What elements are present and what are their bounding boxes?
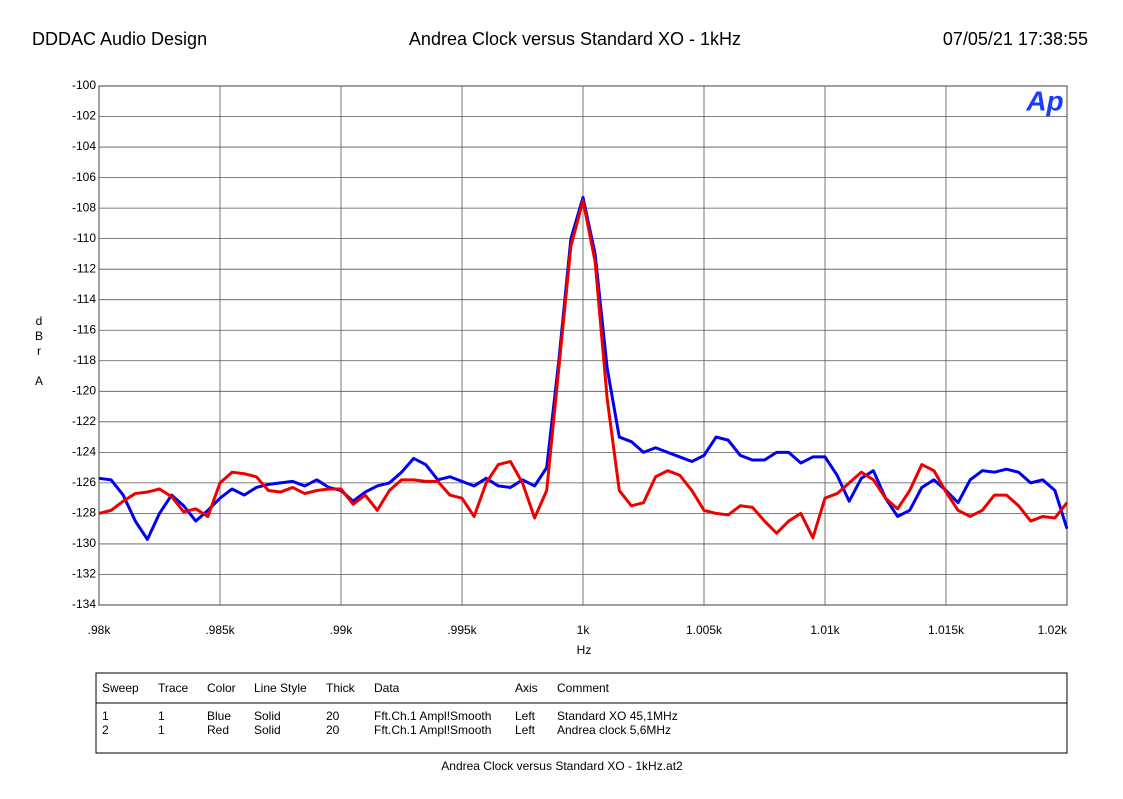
legend-cell: Left [515,723,536,737]
y-tick-label: -122 [72,414,96,428]
date: 07/05/21 17:38:55 [943,29,1088,49]
legend-header: Axis [515,681,538,695]
x-tick-label: 1.01k [810,623,840,637]
y-tick-label: -126 [72,475,96,489]
chart-title: Andrea Clock versus Standard XO - 1kHz [409,29,741,49]
legend-cell: Red [207,723,229,737]
y-tick-label: -100 [72,78,96,92]
legend-box [95,672,1068,754]
x-tick-label: 1.015k [928,623,965,637]
legend-cell: 20 [326,723,340,737]
y-tick-label: -124 [72,445,96,459]
y-tick-label: -112 [73,261,96,275]
y-tick-label: -130 [72,536,96,550]
y-tick-label: -108 [72,200,96,214]
y-tick-label: -118 [73,353,96,367]
x-tick-label: 1.02k [1038,623,1068,637]
legend-cell: 1 [158,709,165,723]
series-line [98,198,1069,540]
series-line [98,195,1069,541]
legend-cell: Solid [254,709,281,723]
x-tick-label: .985k [205,623,235,637]
legend-header: Thick [326,681,356,695]
legend-cell: Standard XO 45,1MHz [557,709,678,723]
legend-cell: Fft.Ch.1 Ampl!Smooth [374,709,491,723]
logo: Ap [1025,85,1063,116]
y-tick-label: -134 [72,597,96,611]
legend-cell: 20 [326,709,340,723]
legend-header: Sweep [102,681,139,695]
legend-cell: Andrea clock 5,6MHz [557,723,671,737]
legend-header: Comment [557,681,610,695]
legend-header: Color [207,681,236,695]
x-axis-label: Hz [577,643,592,657]
y-tick-label: -128 [72,506,96,520]
legend-cell: 1 [102,709,109,723]
y-tick-label: -110 [73,231,96,245]
x-tick-label: 1.005k [686,623,723,637]
legend-cell: Fft.Ch.1 Ampl!Smooth [374,723,491,737]
legend-cell: 1 [158,723,165,737]
y-tick-label: -104 [72,139,96,153]
legend-header: Line Style [254,681,307,695]
x-tick-label: .98k [88,623,112,637]
y-tick-label: -120 [72,383,96,397]
y-tick-label: -132 [72,567,96,581]
y-tick-label: -106 [72,170,96,184]
legend-cell: Blue [207,709,231,723]
legend-cell: Solid [254,723,281,737]
y-tick-label: -114 [73,292,96,306]
y-tick-label: -102 [72,109,96,123]
x-tick-label: 1k [577,623,591,637]
legend-cell: 2 [102,723,109,737]
legend-cell: Left [515,709,536,723]
y-tick-label: -116 [73,322,96,336]
company: DDDAC Audio Design [32,29,207,49]
x-tick-label: .995k [447,623,477,637]
x-tick-label: .99k [330,623,354,637]
footer: Andrea Clock versus Standard XO - 1kHz.a… [441,759,683,773]
legend-header: Data [374,681,400,695]
legend-header: Trace [158,681,189,695]
